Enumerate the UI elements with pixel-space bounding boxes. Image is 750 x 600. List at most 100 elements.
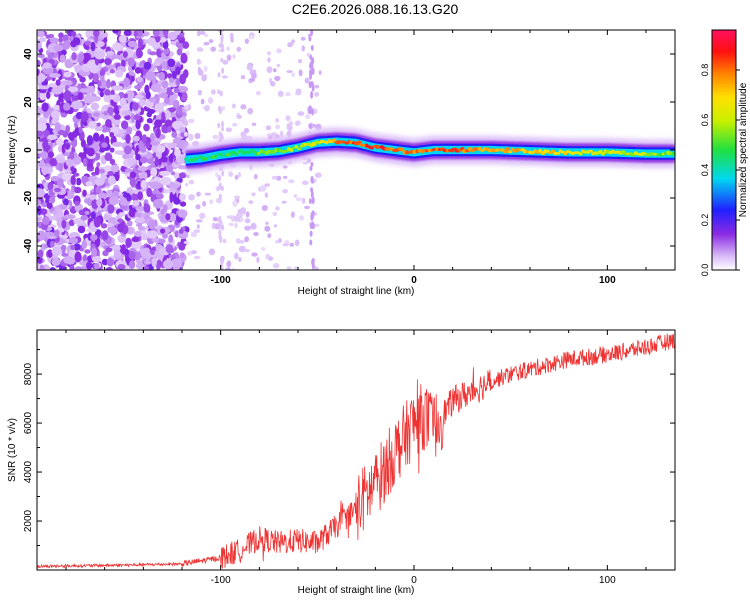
streak-speckle [310,175,314,183]
noise-speckle [154,119,163,128]
faint-speckle [286,70,293,74]
noise-speckle [162,232,168,239]
noise-speckle [56,218,63,228]
noise-speckle [134,251,142,261]
ridge-blob [254,151,258,156]
noise-speckle [51,257,61,267]
noise-speckle [139,146,147,153]
faint-speckle [247,107,254,115]
noise-speckle [148,219,156,230]
faint-speckle [255,91,261,96]
faint-speckle [200,98,205,105]
noise-speckle [82,157,88,167]
noise-speckle [161,80,169,89]
noise-speckle [62,40,71,50]
noise-speckle [63,256,74,264]
faint-speckle [234,222,238,229]
noise-speckle [94,166,100,176]
faint-speckle [195,204,201,210]
noise-speckle [150,83,162,93]
noise-speckle [42,216,50,226]
faint-speckle [226,260,232,268]
noise-speckle [128,260,136,270]
noise-speckle [162,30,169,36]
faint-speckle [225,267,231,270]
streak-speckle [310,30,314,37]
noise-speckle [106,257,114,267]
ridge-blob [601,152,606,156]
noise-speckle [121,110,133,116]
noise-speckle [147,37,156,46]
faint-speckle [251,252,258,257]
streak-speckle [218,131,222,137]
noise-speckle [178,228,184,234]
faint-speckle [251,72,257,80]
noise-speckle [70,244,76,251]
faint-speckle [238,256,242,263]
noise-speckle [167,58,176,68]
noise-speckle [154,156,159,168]
faint-speckle [245,211,250,218]
faint-speckle [215,172,219,178]
noise-speckle [134,67,142,74]
noise-speckle [49,240,55,248]
noise-speckle [118,34,127,44]
faint-speckle [273,224,277,228]
noise-speckle [38,37,47,43]
noise-speckle [44,231,55,237]
noise-speckle [86,147,95,157]
faint-speckle [232,103,236,109]
colorbar-tick-label: 0.8 [700,64,710,77]
noise-speckle [158,238,166,244]
noise-speckle [96,198,103,207]
faint-speckle [208,248,216,256]
noise-speckle [177,209,188,218]
faint-speckle [203,33,209,38]
noise-speckle [40,151,49,160]
noise-speckle [128,251,136,260]
noise-speckle [71,100,83,110]
noise-speckle [177,85,189,93]
noise-speckle [143,61,152,70]
noise-speckle [77,53,85,62]
faint-speckle [222,59,229,65]
faint-speckle [226,54,232,61]
faint-speckle [274,75,281,82]
noise-speckle [53,44,64,52]
noise-speckle [109,147,115,153]
noise-speckle [129,171,137,178]
faint-speckle [196,191,201,197]
streak-speckle [308,36,312,42]
noise-speckle [79,88,91,93]
noise-speckle [176,106,183,115]
faint-speckle [286,266,292,270]
noise-speckle [94,177,105,186]
noise-speckle [84,249,91,254]
noise-speckle [136,180,142,189]
noise-speckle [112,30,119,34]
faint-speckle [210,46,216,52]
colorbar-tick-label: 0.0 [700,264,710,277]
noise-speckle [94,126,104,132]
noise-speckle [60,50,67,56]
faint-speckle [280,130,284,138]
noise-speckle [54,122,62,132]
noise-speckle [37,59,41,67]
ridge-blob [238,149,244,153]
faint-speckle [277,90,284,98]
noise-speckle [114,109,120,115]
noise-speckle [123,93,128,99]
faint-speckle [228,171,234,178]
faint-speckle [298,59,302,64]
noise-speckle [181,91,188,102]
noise-speckle [140,179,147,190]
noise-speckle [72,37,81,46]
faint-speckle [211,89,216,95]
noise-speckle [114,150,127,156]
ridge-blob [666,150,671,156]
noise-speckle [61,219,67,229]
faint-speckle [237,171,241,178]
noise-speckle [106,189,113,198]
faint-speckle [275,240,279,244]
faint-speckle [244,236,250,243]
